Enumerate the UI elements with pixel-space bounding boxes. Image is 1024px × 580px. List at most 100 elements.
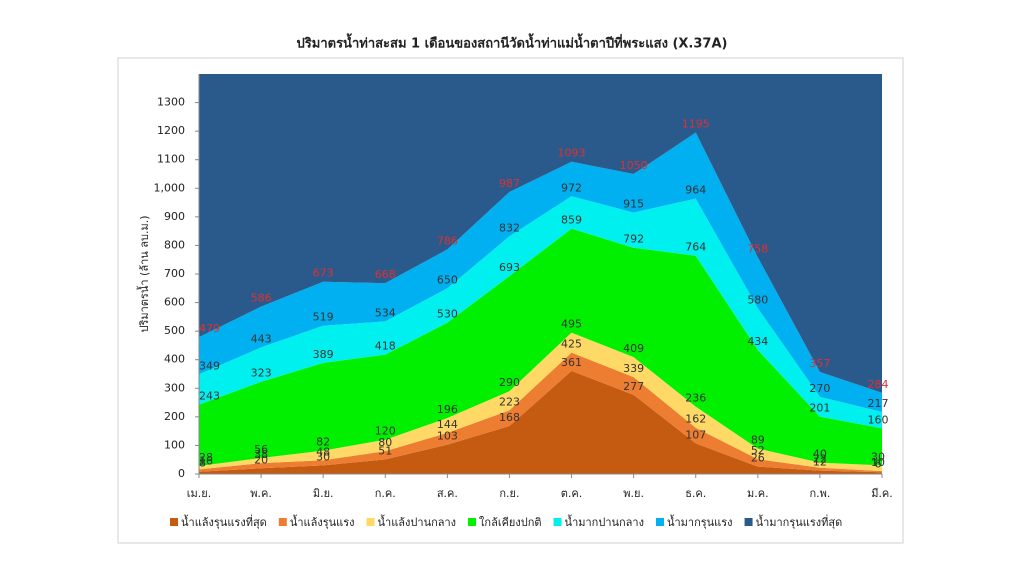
data-label: 223: [499, 395, 520, 408]
data-label: 270: [809, 382, 830, 395]
data-label: 389: [313, 348, 334, 361]
legend-swatch: [170, 518, 178, 526]
data-label: 530: [437, 308, 458, 321]
data-label: 964: [685, 184, 706, 197]
data-label: 16: [199, 454, 213, 467]
x-tick-label: มิ.ย.: [313, 487, 334, 500]
data-label: 357: [809, 357, 830, 370]
data-label: 201: [809, 402, 830, 415]
y-tick-label: 500: [164, 324, 185, 337]
data-label: 82: [316, 436, 330, 449]
x-tick-label: ก.ย.: [499, 487, 519, 500]
data-label: 89: [751, 434, 765, 447]
data-label: 859: [561, 214, 582, 227]
data-label: 196: [437, 403, 458, 416]
chart-title: ปริมาตรน้ำท่าสะสม 1 เดือนของสถานีวัดน้ำท…: [297, 33, 728, 52]
y-tick-label: 1100: [157, 153, 185, 166]
legend-label: น้ำแล้งปานกลาง: [378, 514, 457, 529]
x-tick-label: ธ.ค.: [685, 487, 706, 500]
y-tick-label: 700: [164, 267, 185, 280]
data-label: 22: [813, 453, 827, 466]
data-label: 290: [499, 376, 520, 389]
data-label: 52: [751, 444, 765, 457]
data-label: 20: [254, 453, 268, 466]
legend-swatch: [366, 518, 375, 526]
data-label: 6: [875, 457, 882, 470]
legend-label: น้ำมากรุนแรงที่สุด: [756, 514, 843, 529]
data-label: 103: [437, 430, 458, 443]
x-tick-label: พ.ค.: [250, 487, 272, 500]
data-label: 51: [378, 444, 392, 457]
data-label: 38: [254, 448, 268, 461]
data-label: 495: [561, 318, 582, 331]
area: [199, 228, 882, 466]
data-label: 915: [623, 198, 644, 211]
data-label: 80: [378, 436, 392, 449]
data-label: 519: [313, 311, 334, 324]
data-label: 409: [623, 342, 644, 355]
data-label: 673: [313, 267, 334, 280]
data-label: 668: [375, 268, 396, 281]
data-label: 972: [561, 181, 582, 194]
data-label: 1050: [620, 159, 648, 172]
legend-label: ใกล้เคียงปกติ: [479, 516, 542, 529]
data-label: 534: [375, 306, 396, 319]
data-label: 580: [747, 293, 768, 306]
area: [199, 370, 882, 474]
data-label: 349: [199, 359, 220, 372]
legend-label: น้ำแล้งรุนแรงที่สุด: [181, 514, 267, 529]
data-label: 30: [316, 450, 330, 463]
data-label: 693: [499, 261, 520, 274]
legend-label: น้ำมากปานกลาง: [565, 514, 644, 529]
legend-swatch: [655, 518, 664, 526]
data-label: 168: [499, 411, 520, 424]
data-label: 56: [254, 443, 268, 456]
data-label: 28: [199, 451, 213, 464]
area: [199, 332, 882, 472]
data-label: 434: [747, 335, 768, 348]
data-label: 361: [561, 356, 582, 369]
data-label: 120: [375, 425, 396, 438]
legend-label: น้ำแล้งรุนแรง: [290, 514, 355, 529]
data-label: 1195: [682, 118, 710, 131]
data-label: 243: [199, 390, 220, 403]
x-tick-label: พ.ย.: [623, 487, 644, 500]
x-tick-label: ก.พ.: [809, 487, 830, 500]
data-label: 1093: [558, 147, 586, 160]
data-label: 586: [251, 292, 272, 305]
data-label: 236: [685, 392, 706, 405]
y-tick-label: 600: [164, 296, 185, 309]
y-tick-label: 300: [164, 381, 185, 394]
y-axis-title: ปริมาตรน้ำ (ล้าน ลบ.ม.): [136, 215, 151, 332]
area: [199, 74, 882, 393]
data-label: 162: [685, 413, 706, 426]
data-label: 786: [437, 234, 458, 247]
data-label: 107: [685, 428, 706, 441]
data-label: 48: [316, 445, 330, 458]
legend-label: น้ำมากรุนแรง: [667, 514, 733, 529]
x-tick-label: ส.ค.: [437, 487, 458, 500]
data-label: 764: [685, 241, 706, 254]
data-label: 284: [868, 378, 889, 391]
data-label: 217: [868, 397, 889, 410]
y-tick-label: 0: [178, 467, 185, 480]
data-label: 339: [623, 362, 644, 375]
legend-swatch: [278, 518, 287, 526]
data-label: 650: [437, 273, 458, 286]
data-label: 40: [813, 448, 827, 461]
y-tick-label: 800: [164, 238, 185, 251]
data-label: 12: [813, 456, 827, 469]
y-tick-label: 100: [164, 438, 185, 451]
data-label: 832: [499, 221, 520, 234]
area: [199, 352, 882, 473]
data-label: 144: [437, 418, 458, 431]
x-tick-label: มี.ค.: [871, 487, 893, 500]
y-tick-label: 200: [164, 410, 185, 423]
data-label: 8: [199, 457, 206, 470]
data-label: 10: [871, 456, 885, 469]
x-tick-label: เม.ย.: [187, 487, 211, 500]
data-label: 323: [251, 367, 272, 380]
area: [199, 196, 882, 429]
